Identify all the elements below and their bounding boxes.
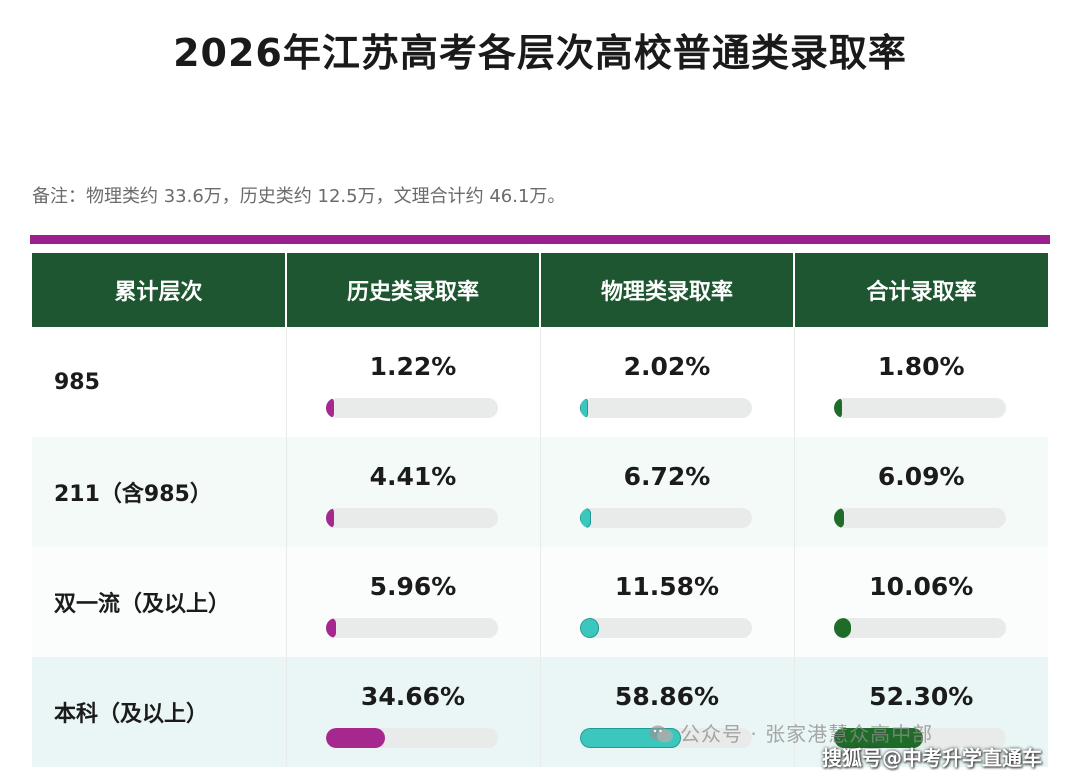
- physics-rate-value: 2.02%: [623, 352, 711, 381]
- total-rate-value: 10.06%: [869, 572, 974, 601]
- total-rate-cell: 52.30%: [794, 657, 1048, 767]
- total-progress-fill: [833, 618, 851, 638]
- total-progress-track: [833, 508, 1006, 528]
- physics-rate-cell: 11.58%: [540, 547, 795, 657]
- total-progress-track: [833, 728, 1006, 748]
- physics-progress-track: [579, 508, 752, 528]
- history-progress-fill: [325, 728, 386, 748]
- physics-rate-value: 58.86%: [614, 682, 720, 711]
- history-rate-value: 5.96%: [369, 572, 457, 601]
- page-title: 2026年江苏高考各层次高校普通类录取率: [173, 31, 907, 75]
- table-row: 本科（及以上） 34.66% 58.86% 52.30%: [32, 657, 1048, 767]
- total-progress-fill: [833, 508, 844, 528]
- total-rate-value: 52.30%: [869, 682, 974, 711]
- note-text: 备注：物理类约 33.6万，历史类约 12.5万，文理合计约 46.1万。: [32, 186, 566, 207]
- physics-progress-fill: [579, 398, 588, 418]
- level-cell: 985: [32, 327, 287, 437]
- history-progress-track: [325, 508, 498, 528]
- history-progress-track: [325, 618, 498, 638]
- total-progress-fill: [833, 398, 842, 418]
- physics-progress-fill: [579, 508, 592, 528]
- level-cell: 本科（及以上）: [32, 657, 287, 767]
- physics-progress-track: [579, 398, 752, 418]
- wechat-watermark: 公众号 · 张家港慧众高中部: [648, 718, 933, 747]
- total-rate-cell: 6.09%: [794, 437, 1048, 547]
- physics-rate-cell: 2.02%: [540, 327, 795, 437]
- header-history-rate: 历史类录取率: [286, 253, 541, 327]
- admission-rate-table: 累计层次 历史类录取率 物理类录取率 合计录取率 985 1.22% 2.02% 1.…: [32, 253, 1048, 767]
- table-row: 211（含985） 4.41% 6.72% 6.09%: [32, 437, 1048, 547]
- total-rate-cell: 1.80%: [794, 327, 1048, 437]
- history-rate-cell: 34.66%: [286, 657, 541, 767]
- total-rate-value: 1.80%: [877, 352, 965, 381]
- total-progress-track: [833, 398, 1006, 418]
- header-level: 累计层次: [32, 253, 287, 327]
- wechat-icon: [649, 725, 673, 743]
- total-rate-cell: 10.06%: [794, 547, 1048, 657]
- history-rate-cell: 5.96%: [286, 547, 541, 657]
- history-rate-value: 34.66%: [360, 682, 466, 711]
- history-rate-value: 4.41%: [369, 462, 457, 491]
- level-cell: 211（含985）: [32, 437, 287, 547]
- total-progress-track: [833, 618, 1006, 638]
- physics-rate-cell: 6.72%: [540, 437, 795, 547]
- sohu-watermark: 搜狐号@中考升学直通车: [822, 746, 1042, 770]
- header-total-rate: 合计录取率: [794, 253, 1048, 327]
- level-cell: 双一流（及以上）: [32, 547, 287, 657]
- physics-rate-value: 6.72%: [623, 462, 711, 491]
- physics-rate-value: 11.58%: [614, 572, 720, 601]
- total-rate-value: 6.09%: [877, 462, 965, 491]
- history-progress-track: [325, 728, 498, 748]
- accent-divider: [30, 235, 1050, 244]
- history-rate-cell: 4.41%: [286, 437, 541, 547]
- physics-progress-track: [579, 618, 752, 638]
- history-rate-value: 1.22%: [369, 352, 457, 381]
- wechat-watermark-text: 公众号 · 张家港慧众高中部: [680, 722, 934, 746]
- history-rate-cell: 1.22%: [286, 327, 541, 437]
- history-progress-fill: [325, 618, 336, 638]
- table-header-row: 累计层次 历史类录取率 物理类录取率 合计录取率: [32, 253, 1048, 327]
- history-progress-fill: [325, 508, 334, 528]
- history-progress-track: [325, 398, 498, 418]
- physics-progress-fill: [579, 618, 600, 638]
- table-row: 双一流（及以上） 5.96% 11.58% 10.06%: [32, 547, 1048, 657]
- header-physics-rate: 物理类录取率: [540, 253, 795, 327]
- history-progress-fill: [325, 398, 334, 418]
- total-progress-fill: [833, 728, 924, 748]
- table-row: 985 1.22% 2.02% 1.80%: [32, 327, 1048, 437]
- physics-rate-cell: 58.86%: [540, 657, 795, 767]
